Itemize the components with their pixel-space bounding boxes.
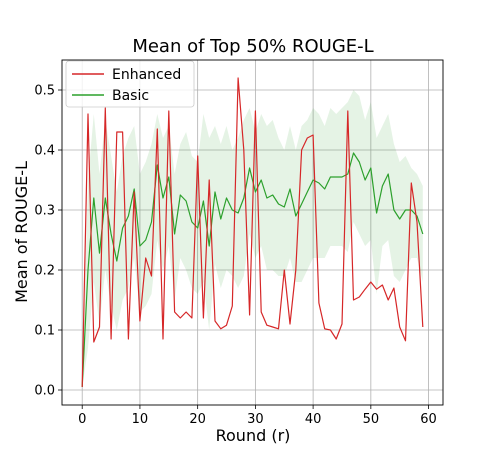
basic-confidence-band (82, 90, 423, 387)
x-tick-label: 60 (420, 412, 437, 427)
y-tick-label: 0.1 (34, 324, 55, 339)
chart-title: Mean of Top 50% ROUGE-L (132, 36, 373, 57)
legend-label-enhanced: Enhanced (112, 67, 181, 83)
series-lines (81, 77, 424, 388)
series-line-basic (81, 152, 424, 388)
x-tick-label: 50 (363, 412, 380, 427)
x-tick-label: 20 (189, 412, 206, 427)
x-tick-label: 30 (247, 412, 264, 427)
x-tick-label: 0 (78, 412, 86, 427)
plot-frame (61, 59, 444, 406)
y-axis-label: Mean of ROUGE-L (12, 161, 31, 303)
y-tick-label: 0.3 (34, 204, 55, 219)
y-tick-label: 0.0 (34, 384, 55, 399)
axis-ticks: 0 10 20 30 40 50 60 0.0 0.1 0.2 0.3 0.4 0.5 (34, 84, 437, 428)
series-line-enhanced (81, 77, 424, 388)
legend: Enhanced Basic (65, 60, 195, 108)
grid (62, 60, 443, 405)
y-tick-label: 0.5 (34, 84, 55, 99)
x-tick-label: 10 (132, 412, 149, 427)
x-axis-label: Round (r) (216, 426, 291, 445)
y-tick-label: 0.2 (34, 264, 55, 279)
legend-label-basic: Basic (112, 88, 149, 104)
x-tick-label: 40 (305, 412, 322, 427)
confidence-band-basic (82, 90, 423, 387)
y-tick-label: 0.4 (34, 144, 55, 159)
